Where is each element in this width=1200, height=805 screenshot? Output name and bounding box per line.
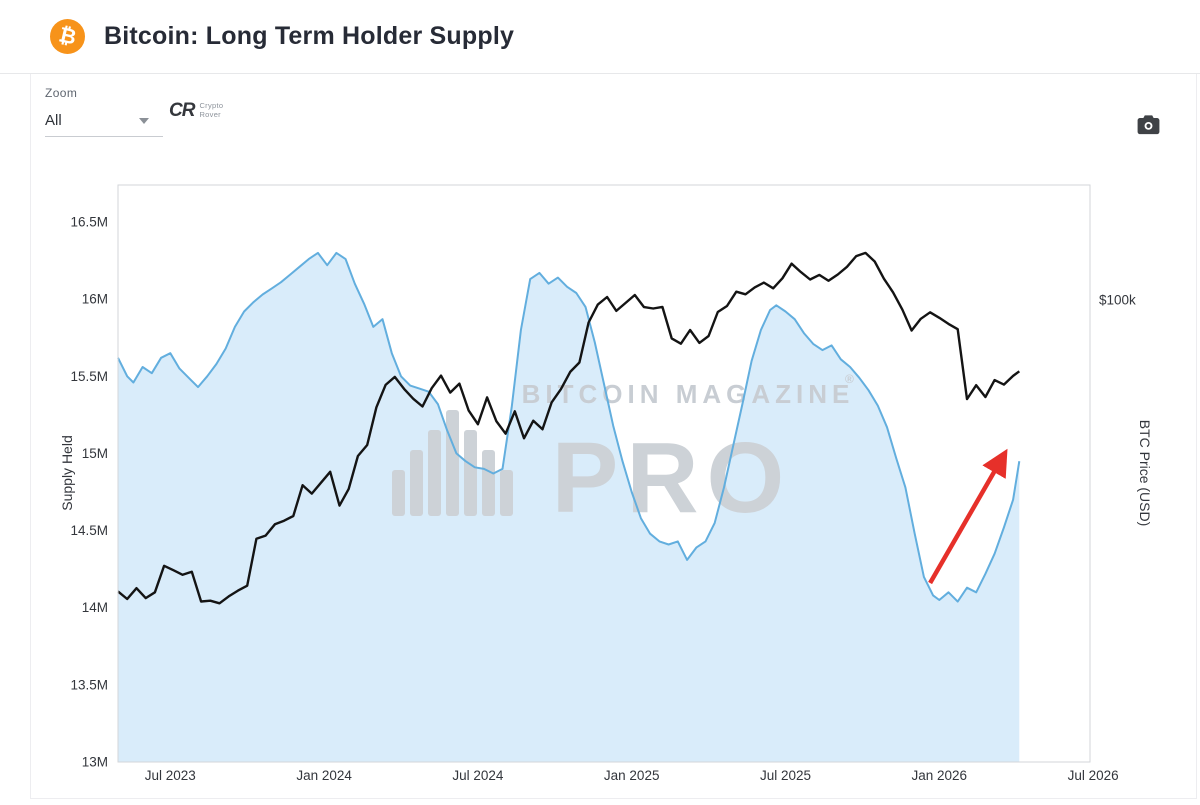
plot-frame [117,184,1091,763]
zoom-range-select[interactable]: All [45,109,163,137]
x-tick-label: Jul 2026 [1068,768,1119,783]
right-axis-title: BTC Price (USD) [1137,420,1153,527]
lth-supply-area [118,252,1020,762]
watermark: BITCOIN MAGAZINE® PRO [392,372,854,534]
crypto-rover-name-top: Crypto [199,101,224,111]
watermark-brand-text: BITCOIN MAGAZINE [522,379,855,409]
watermark-registered-mark: ® [845,372,854,386]
crypto-rover-logo: CR Crypto Rover [169,100,223,122]
crypto-rover-name-bottom: Rover [199,110,221,119]
left-axis-title: Supply Held [59,435,75,511]
x-tick-label: Jan 2024 [296,768,352,783]
header: ₿ Bitcoin: Long Term Holder Supply [0,0,1200,74]
left-tick-label: 13M [82,755,108,770]
left-tick-label: 14M [82,600,108,615]
btc-price-line [117,251,1021,605]
left-tick-label: 16M [82,292,108,307]
camera-icon [1137,114,1159,134]
camera-button[interactable] [1130,111,1166,141]
x-tick-label: Jul 2023 [145,768,196,783]
right-tick-label: $100k [1099,292,1136,307]
watermark-logo-bar-icon [464,430,477,516]
left-tick-label: 15.5M [70,369,108,384]
watermark-logo-bar-icon [392,470,405,516]
watermark-logo-bar-icon [428,430,441,516]
plot-area[interactable] [118,185,1090,762]
left-tick-label: 13.5M [70,677,108,692]
x-tick-label: Jan 2025 [604,768,660,783]
watermark-pro-text: PRO [552,422,793,534]
chevron-down-icon [139,117,149,124]
x-tick-label: Jul 2024 [452,768,504,783]
x-tick-label: Jan 2026 [912,768,968,783]
left-tick-label: 16.5M [70,215,108,230]
crypto-rover-glyph: CR [169,100,195,121]
x-tick-label: Jul 2025 [760,768,811,783]
watermark-logo-bar-icon [482,450,495,516]
page-title: Bitcoin: Long Term Holder Supply [104,22,515,50]
bitcoin-glyph: ₿ [56,23,79,50]
watermark-logo-bar-icon [500,470,513,516]
trend-arrow [928,448,1008,585]
watermark-logo-bar-icon [410,450,423,516]
zoom-selected-value: All [45,112,62,129]
zoom-label: Zoom [45,86,78,100]
zoom-control: Zoom All [45,86,163,137]
lth-supply-line [117,251,1021,603]
left-tick-label: 15M [82,446,108,461]
left-tick-label: 14.5M [70,523,108,538]
bitcoin-icon: ₿ [50,19,85,54]
